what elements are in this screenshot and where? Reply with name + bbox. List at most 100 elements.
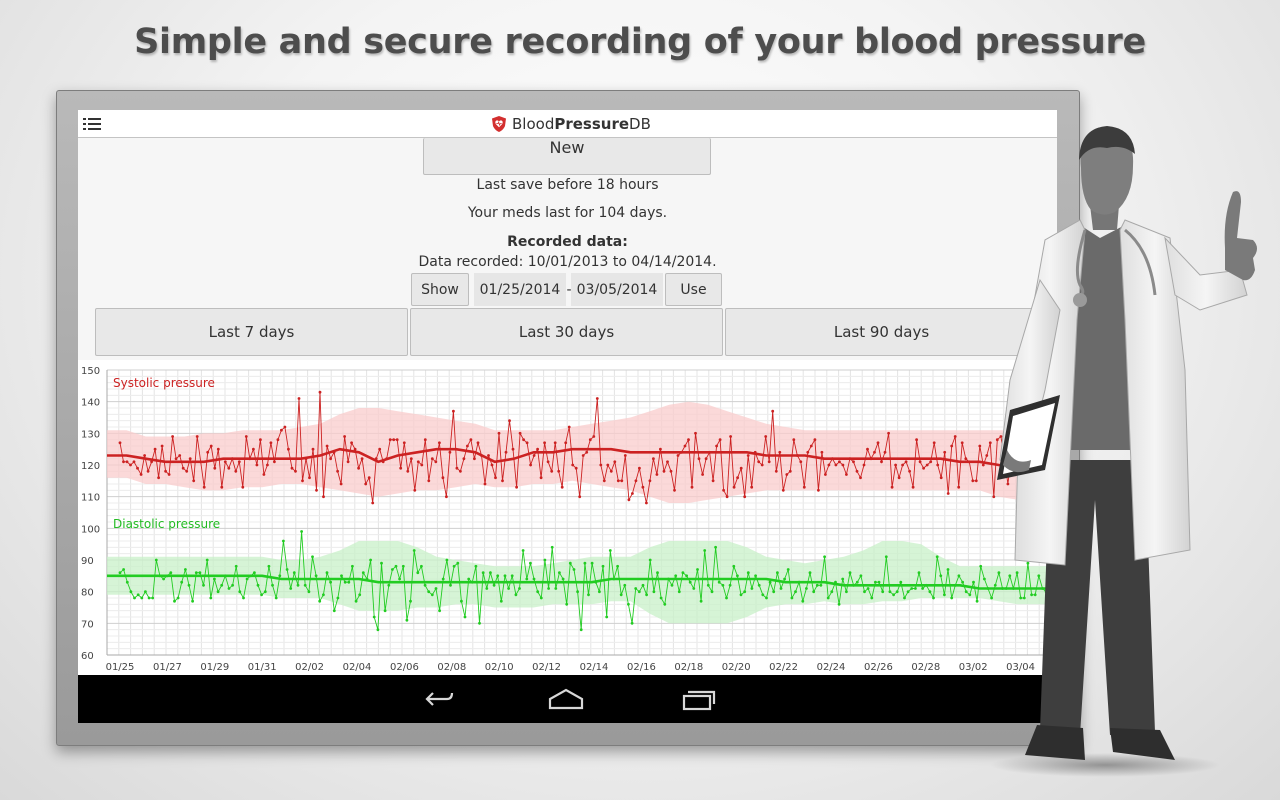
diastolic-point bbox=[670, 583, 674, 587]
diastolic-point bbox=[899, 580, 903, 584]
systolic-point bbox=[908, 469, 911, 473]
diastolic-point bbox=[917, 571, 921, 575]
systolic-point bbox=[841, 463, 845, 467]
recents-icon[interactable] bbox=[678, 687, 718, 711]
systolic-point bbox=[788, 469, 792, 473]
diastolic-point bbox=[590, 561, 594, 565]
systolic-point bbox=[315, 488, 318, 492]
diastolic-point bbox=[805, 587, 808, 590]
systolic-point bbox=[634, 479, 638, 483]
diastolic-point bbox=[815, 583, 819, 587]
systolic-point bbox=[701, 473, 704, 476]
systolic-point bbox=[494, 476, 497, 480]
systolic-average-line bbox=[107, 447, 1057, 470]
legend-diastolic: Diastolic pressure bbox=[113, 517, 220, 531]
diastolic-point bbox=[445, 558, 449, 562]
systolic-point bbox=[129, 463, 132, 467]
systolic-point bbox=[445, 495, 448, 499]
from-date-field[interactable]: 01/25/2014 bbox=[474, 273, 566, 306]
systolic-point bbox=[564, 441, 568, 445]
systolic-point bbox=[195, 435, 199, 438]
new-button[interactable]: New bbox=[423, 138, 711, 175]
diastolic-point bbox=[343, 580, 347, 584]
systolic-point bbox=[357, 466, 360, 470]
x-tick-label: 02/12 bbox=[532, 662, 561, 673]
systolic-point bbox=[209, 444, 213, 448]
home-icon[interactable] bbox=[546, 687, 586, 711]
diastolic-point bbox=[870, 596, 874, 600]
diastolic-point bbox=[699, 599, 703, 603]
diastolic-point bbox=[914, 587, 917, 590]
diastolic-point bbox=[884, 555, 888, 559]
systolic-point bbox=[139, 473, 143, 476]
x-tick-label: 01/25 bbox=[106, 662, 135, 673]
systolic-point bbox=[273, 460, 276, 464]
diastolic-point bbox=[583, 561, 587, 565]
systolic-point bbox=[255, 463, 259, 467]
diastolic-point bbox=[245, 577, 249, 581]
systolic-point bbox=[406, 469, 410, 473]
systolic-point bbox=[487, 454, 490, 457]
systolic-point bbox=[585, 450, 589, 454]
systolic-point bbox=[638, 466, 641, 470]
diastolic-point bbox=[939, 574, 943, 578]
last-30-days-button[interactable]: Last 30 days bbox=[410, 308, 723, 356]
diastolic-point bbox=[579, 628, 583, 632]
last-7-days-button[interactable]: Last 7 days bbox=[95, 308, 408, 356]
systolic-point bbox=[792, 438, 796, 442]
diastolic-point bbox=[623, 583, 627, 587]
systolic-point bbox=[943, 450, 947, 454]
systolic-point bbox=[627, 498, 631, 502]
systolic-point bbox=[122, 460, 125, 464]
heart-shield-icon bbox=[492, 116, 506, 132]
systolic-point bbox=[669, 469, 673, 473]
systolic-point bbox=[939, 476, 943, 480]
diastolic-point bbox=[427, 590, 431, 594]
diastolic-point bbox=[481, 571, 485, 575]
systolic-point bbox=[859, 476, 862, 480]
diastolic-point bbox=[205, 558, 209, 562]
diastolic-point bbox=[779, 587, 783, 590]
back-icon[interactable] bbox=[417, 687, 457, 711]
systolic-point bbox=[420, 463, 424, 467]
diastolic-point bbox=[543, 558, 547, 562]
diastolic-point bbox=[706, 583, 710, 587]
systolic-point bbox=[936, 463, 940, 467]
diastolic-point bbox=[710, 590, 714, 594]
systolic-point bbox=[416, 460, 420, 464]
systolic-point bbox=[827, 463, 831, 467]
systolic-point bbox=[845, 473, 848, 476]
diastolic-point bbox=[376, 628, 380, 632]
diastolic-point bbox=[801, 599, 805, 603]
systolic-point bbox=[413, 488, 417, 492]
use-button[interactable]: Use bbox=[665, 273, 722, 306]
diastolic-point bbox=[768, 580, 772, 584]
diastolic-point bbox=[765, 596, 768, 600]
menu-icon[interactable] bbox=[82, 115, 102, 133]
systolic-point bbox=[711, 479, 715, 483]
diastolic-point bbox=[449, 583, 452, 587]
diastolic-point bbox=[282, 539, 285, 543]
systolic-point bbox=[518, 431, 522, 435]
systolic-point bbox=[690, 485, 694, 489]
diastolic-point bbox=[728, 583, 732, 587]
systolic-point bbox=[883, 450, 887, 454]
show-button[interactable]: Show bbox=[411, 273, 469, 306]
diastolic-point bbox=[935, 555, 939, 559]
systolic-point bbox=[409, 457, 413, 461]
diastolic-point bbox=[285, 568, 289, 571]
diastolic-point bbox=[616, 564, 619, 568]
last-90-days-button[interactable]: Last 90 days bbox=[725, 308, 1038, 356]
systolic-point bbox=[813, 438, 817, 442]
y-tick-label: 150 bbox=[81, 366, 100, 377]
systolic-point bbox=[778, 450, 782, 454]
systolic-point bbox=[360, 457, 364, 461]
to-date-field[interactable]: 03/05/2014 bbox=[571, 273, 663, 306]
systolic-point bbox=[760, 463, 764, 467]
systolic-point bbox=[171, 435, 174, 438]
diastolic-point bbox=[587, 593, 590, 597]
systolic-point bbox=[178, 454, 182, 457]
systolic-point bbox=[799, 460, 803, 464]
diastolic-point bbox=[783, 577, 786, 581]
diastolic-point bbox=[656, 571, 659, 575]
